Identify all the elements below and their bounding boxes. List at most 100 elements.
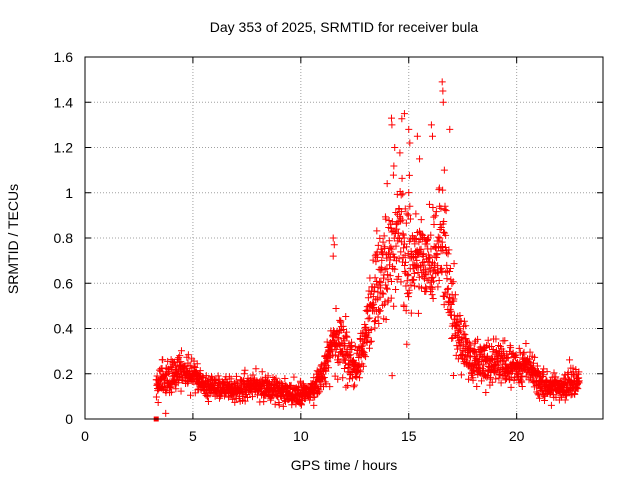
- y-tick-label: 1.2: [54, 140, 74, 156]
- data-point: [342, 359, 350, 367]
- data-point: [341, 342, 349, 350]
- data-point: [382, 281, 390, 289]
- data-point: [370, 318, 378, 326]
- data-point: [367, 325, 375, 333]
- data-point: [351, 342, 359, 350]
- data-point: [465, 375, 473, 383]
- data-point: [430, 277, 438, 285]
- y-axis-label: SRMTID / TECUs: [5, 184, 21, 294]
- data-point: [412, 210, 420, 218]
- data-point: [241, 397, 249, 405]
- data-point: [441, 202, 449, 210]
- data-point: [375, 306, 383, 314]
- data-point: [244, 393, 252, 401]
- data-point: [402, 307, 410, 315]
- data-point: [398, 115, 406, 123]
- data-point: [520, 348, 528, 356]
- data-point: [507, 344, 515, 352]
- data-point: [482, 388, 490, 396]
- data-point: [493, 364, 501, 372]
- data-point: [395, 255, 403, 263]
- data-point: [514, 369, 522, 377]
- data-point: [473, 383, 481, 391]
- data-point: [492, 335, 500, 343]
- data-point: [444, 284, 452, 292]
- data-point: [389, 171, 397, 179]
- data-point-spike: [440, 166, 448, 174]
- data-point: [401, 251, 409, 259]
- data-point: [271, 400, 279, 408]
- data-point: [325, 353, 333, 361]
- data-point: [385, 237, 393, 245]
- data-point-spike: [439, 98, 447, 106]
- y-tick-label: 0.6: [54, 275, 74, 291]
- data-point: [403, 340, 411, 348]
- data-point: [364, 306, 372, 314]
- data-point: [379, 290, 387, 298]
- data-point: [571, 390, 579, 398]
- data-point: [427, 231, 435, 239]
- data-point: [375, 320, 383, 328]
- data-point: [177, 347, 185, 355]
- data-point: [510, 376, 518, 384]
- x-tick-label: 0: [81, 428, 89, 444]
- data-point: [337, 317, 345, 325]
- data-point: [547, 401, 555, 409]
- data-point: [373, 227, 381, 235]
- data-point: [539, 371, 547, 379]
- data-point: [518, 378, 526, 386]
- data-point: [429, 273, 437, 281]
- data-point: [350, 383, 358, 391]
- data-point-spike: [387, 114, 395, 122]
- data-point: [379, 238, 387, 246]
- data-point: [503, 353, 511, 361]
- data-point: [383, 180, 391, 188]
- data-point-spike: [406, 139, 414, 147]
- data-point: [546, 390, 554, 398]
- data-point: [480, 361, 488, 369]
- data-point: [211, 377, 218, 385]
- data-point: [153, 372, 161, 380]
- data-point: [233, 372, 241, 380]
- data-point-spike: [329, 252, 337, 260]
- x-tick-label: 10: [293, 428, 309, 444]
- data-point: [429, 294, 437, 302]
- data-point: [405, 189, 413, 197]
- data-point: [367, 337, 375, 345]
- data-point: [383, 285, 391, 293]
- data-point: [442, 207, 450, 215]
- data-point: [174, 379, 182, 387]
- y-tick-label: 0.4: [54, 321, 74, 337]
- data-point: [214, 372, 222, 380]
- data-point: [348, 374, 356, 382]
- data-point: [202, 372, 210, 380]
- data-point: [383, 284, 391, 292]
- data-point: [515, 344, 523, 352]
- data-point: [241, 366, 249, 374]
- data-point: [344, 381, 352, 389]
- data-point: [429, 203, 437, 211]
- data-point: [240, 370, 248, 378]
- data-point: [322, 380, 330, 388]
- data-point: [474, 335, 482, 343]
- data-point: [351, 372, 359, 380]
- data-point: [335, 352, 343, 360]
- data-point: [411, 235, 419, 243]
- data-point: [402, 219, 410, 227]
- data-point: [374, 313, 382, 321]
- data-point: [415, 273, 423, 281]
- data-point: [373, 253, 381, 261]
- data-point: [432, 208, 440, 216]
- data-point: [575, 377, 583, 385]
- data-point: [390, 162, 398, 170]
- data-point: [326, 383, 334, 391]
- data-point: [450, 295, 458, 303]
- data-point: [403, 243, 411, 251]
- data-point: [426, 268, 434, 276]
- data-point: [177, 387, 185, 395]
- data-point: [442, 268, 450, 276]
- data-point: [477, 377, 485, 385]
- ticks-layer: 0 5 10 15 20 0 0.2 0.4 0.6 0.8 1 1.2 1.4 1.6: [54, 49, 603, 444]
- data-point: [445, 246, 453, 254]
